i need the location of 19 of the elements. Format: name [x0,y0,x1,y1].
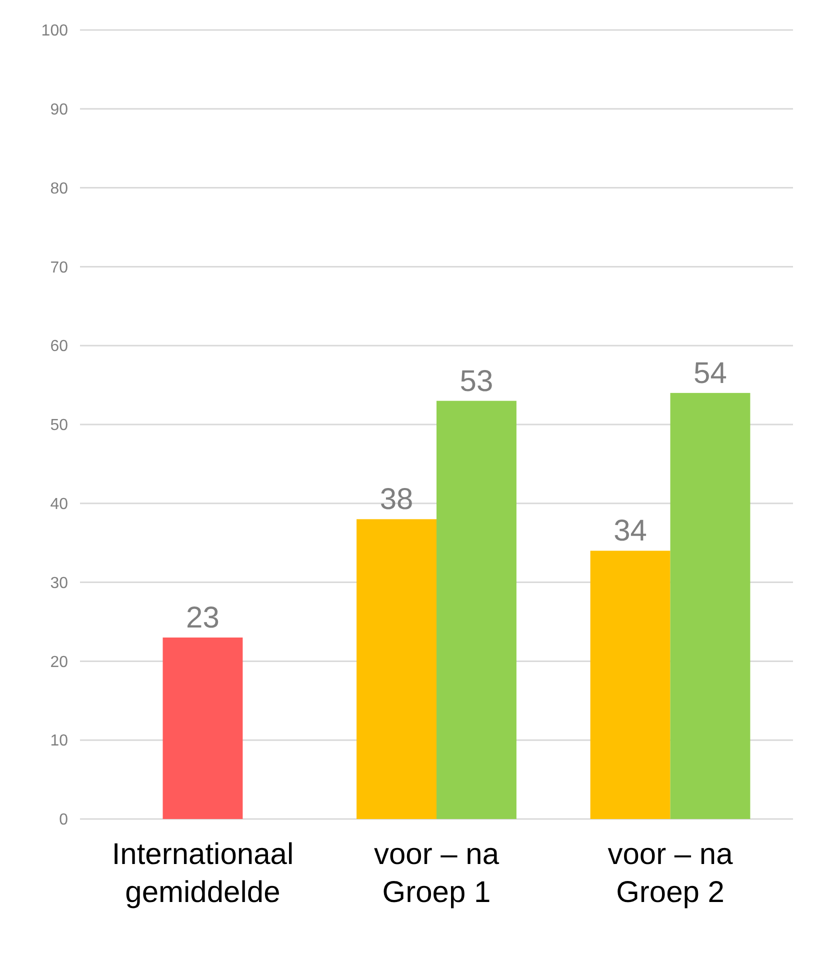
x-tick-label: voor – na Groep 1 [374,838,500,909]
x-tick-label: Internationaal gemiddelde [112,838,294,909]
y-tick-label: 0 [59,812,68,829]
y-tick-label: 60 [50,338,68,356]
y-tick-label: 40 [50,496,68,513]
x-tick-label: voor – na Groep 2 [608,838,734,909]
y-tick-label: 90 [50,102,68,118]
y-tick-label: 10 [50,732,68,750]
data-label: 53 [460,364,494,398]
data-label: 34 [614,514,647,548]
y-tick-label: 20 [50,654,68,671]
y-tick-label: 100 [41,22,68,40]
y-tick-label: 30 [50,574,68,592]
y-tick-label: 80 [50,180,68,198]
data-label: 23 [186,602,220,635]
data-label: 38 [380,483,414,516]
y-tick-label: 70 [50,259,68,276]
y-tick-label: 50 [50,417,68,434]
data-label: 54 [694,356,727,390]
